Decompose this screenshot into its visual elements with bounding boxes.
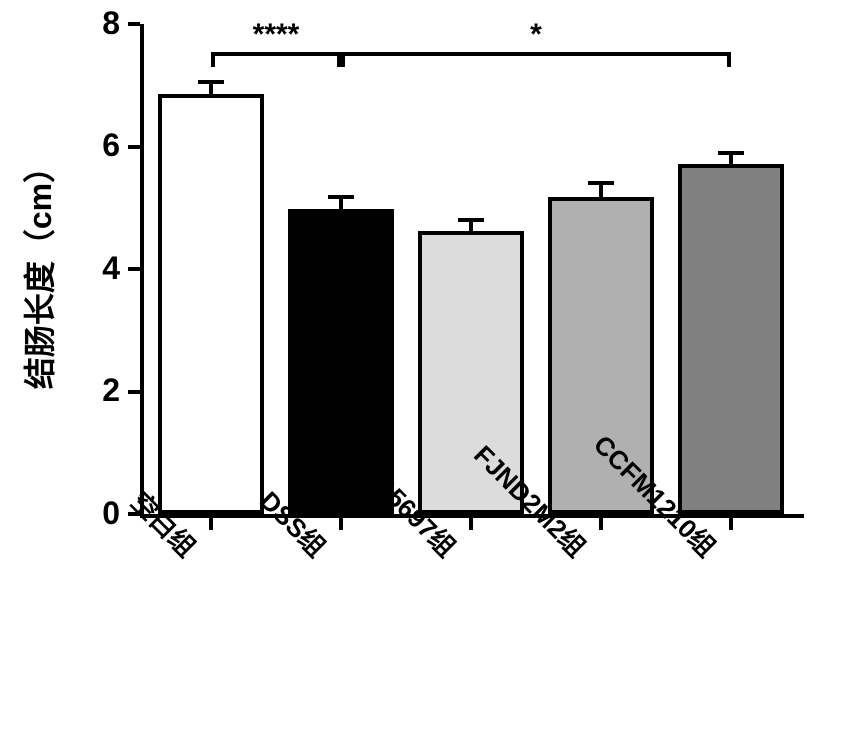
significance-bracket-drop [211, 52, 215, 67]
error-cap [328, 195, 354, 199]
y-tick-label: 0 [0, 495, 120, 532]
y-tick-label: 4 [0, 250, 120, 287]
significance-bracket-drop [727, 52, 731, 67]
y-tick [128, 390, 140, 394]
significance-bracket [211, 52, 341, 56]
error-cap [458, 218, 484, 222]
significance-bracket-drop [341, 52, 345, 67]
bar [678, 164, 784, 514]
error-cap [198, 80, 224, 84]
y-tick-label: 6 [0, 127, 120, 164]
error-cap [588, 181, 614, 185]
y-tick [128, 267, 140, 271]
x-tick [599, 518, 603, 530]
error-cap [718, 151, 744, 155]
significance-bracket [341, 52, 731, 56]
error-bar [599, 183, 603, 196]
y-tick [128, 145, 140, 149]
y-tick [128, 22, 140, 26]
significance-label: **** [216, 20, 336, 50]
significance-label: * [476, 20, 596, 50]
x-tick [209, 518, 213, 530]
y-axis-line [140, 24, 144, 514]
x-tick [729, 518, 733, 530]
y-tick-label: 8 [0, 5, 120, 42]
bar-chart: 结肠长度（cm） 02468空白组DSS组ATCC15697组FJND2M2组C… [0, 0, 859, 739]
x-tick [339, 518, 343, 530]
x-tick [469, 518, 473, 530]
